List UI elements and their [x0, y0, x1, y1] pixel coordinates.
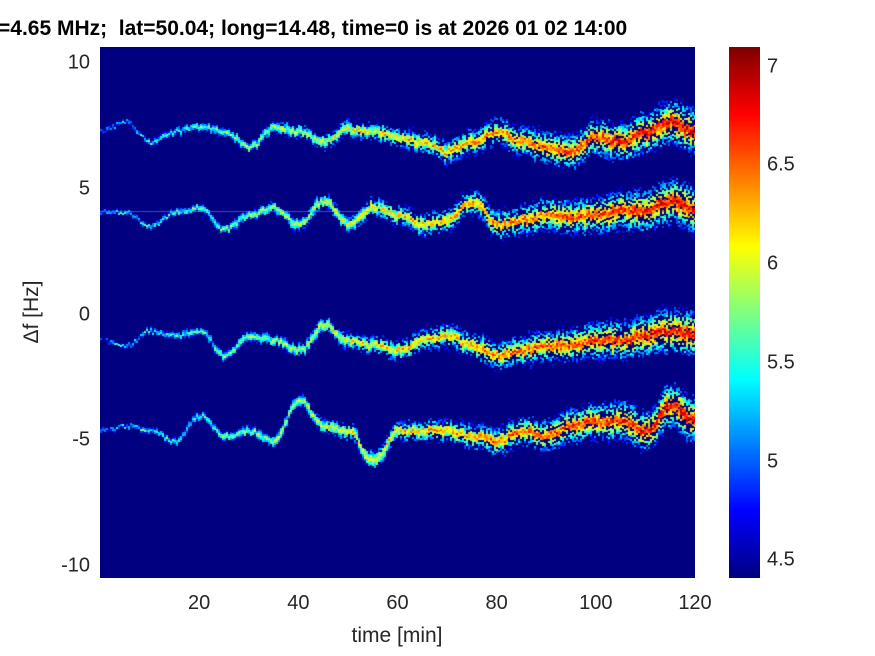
x-tick-label: 100: [579, 592, 613, 614]
chart-title: =4.65 MHz; lat=50.04; long=14.48, time=0…: [0, 17, 628, 40]
spectrogram-plot-area: [100, 47, 695, 578]
y-tick-label: -5: [72, 428, 90, 451]
colorbar-tick-label: 5: [767, 450, 779, 473]
colorbar-tick-label: 5.5: [767, 351, 795, 374]
y-tick-label: 0: [78, 303, 90, 325]
y-tick-label: 5: [78, 177, 90, 200]
colorbar-tick-label: 6: [767, 252, 779, 275]
x-tick-label: 40: [287, 592, 310, 614]
y-tick-label: -10: [61, 554, 90, 577]
colorbar-gradient: [729, 47, 760, 578]
x-tick-label: 20: [188, 592, 211, 614]
colorbar-tick-label: 6.5: [767, 153, 795, 176]
y-axis-label: Δf [Hz]: [20, 280, 43, 344]
x-tick-label: 80: [485, 592, 508, 614]
colorbar-tick-label: 7: [767, 55, 779, 78]
colorbar-tick-label: 4.5: [767, 548, 795, 571]
y-tick-label: 10: [67, 51, 90, 74]
colorbar: [729, 47, 760, 578]
spectrogram-heatmap: [100, 47, 695, 578]
x-axis-label: time [min]: [351, 624, 443, 647]
x-tick-label: 120: [678, 592, 712, 614]
x-tick-label: 60: [386, 592, 409, 614]
